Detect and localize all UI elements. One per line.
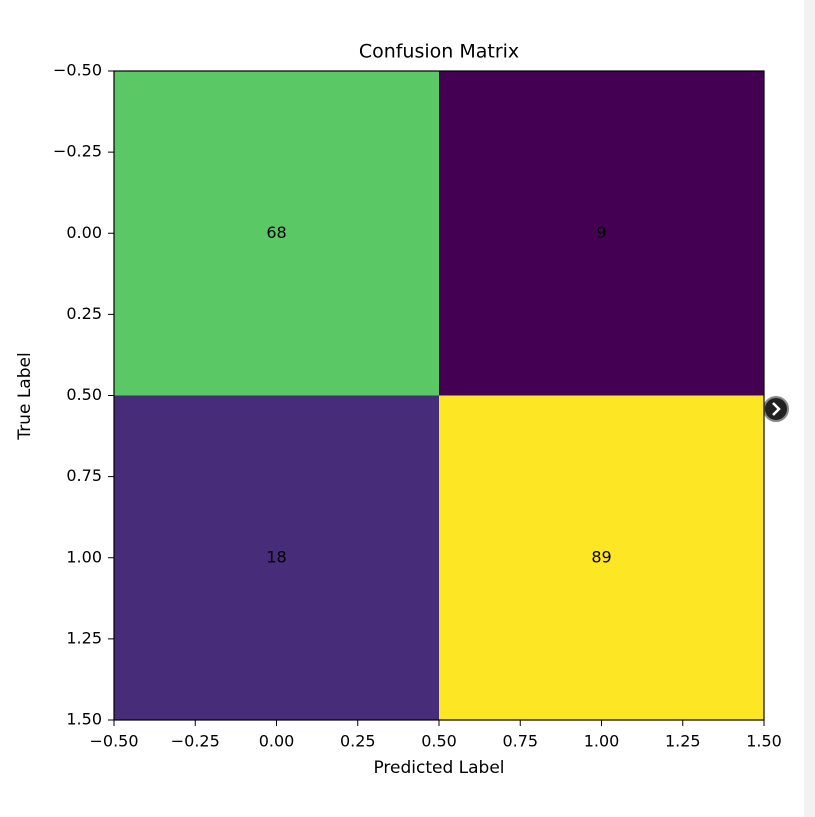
- next-button[interactable]: [763, 396, 789, 422]
- x-tick-label: 1.00: [584, 732, 620, 751]
- heatmap-cell: [114, 71, 439, 396]
- x-tick-label: 0.50: [421, 732, 457, 751]
- scroll-strip: [804, 0, 815, 817]
- heatmap-cell: [114, 395, 439, 720]
- cell-label: 9: [596, 223, 606, 242]
- x-tick-label: 0.75: [502, 732, 538, 751]
- y-tick-label: 1.00: [66, 547, 102, 566]
- cell-label: 18: [266, 547, 286, 566]
- y-tick-label: 0.25: [66, 304, 102, 323]
- y-tick-label: −0.50: [53, 61, 102, 80]
- y-tick-label: 0.00: [66, 223, 102, 242]
- x-tick-label: −0.50: [89, 732, 138, 751]
- heatmap-cell: [439, 395, 764, 720]
- x-tick-label: 0.25: [340, 732, 376, 751]
- cell-label: 68: [266, 223, 286, 242]
- x-tick-label: 0.00: [259, 732, 295, 751]
- y-axis-label: True Label: [15, 352, 35, 440]
- x-axis-label: Predicted Label: [373, 758, 504, 778]
- x-tick-label: 1.25: [665, 732, 701, 751]
- cell-label: 89: [591, 547, 611, 566]
- chart-title: Confusion Matrix: [359, 41, 519, 63]
- y-tick-label: −0.25: [53, 142, 102, 161]
- y-tick-label: 1.25: [66, 628, 102, 647]
- heatmap-cell: [439, 71, 764, 396]
- y-tick-label: 0.50: [66, 385, 102, 404]
- x-tick-label: −0.25: [171, 732, 220, 751]
- y-tick-label: 0.75: [66, 466, 102, 485]
- y-tick-label: 1.50: [66, 710, 102, 729]
- x-tick-label: 1.50: [746, 732, 782, 751]
